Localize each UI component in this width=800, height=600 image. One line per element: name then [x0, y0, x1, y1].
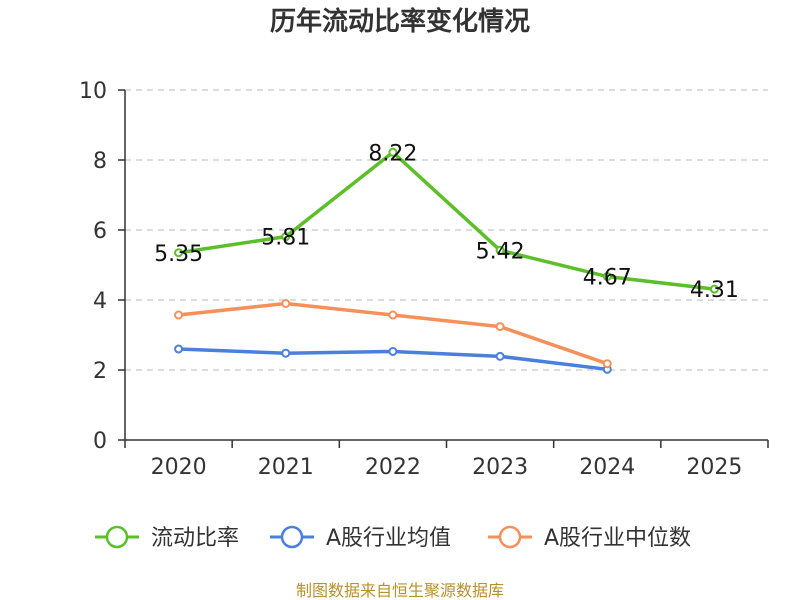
legend-label: A股行业均值 — [326, 526, 451, 551]
series-point — [174, 310, 184, 320]
legend-marker — [280, 525, 304, 549]
y-tick-label: 0 — [93, 429, 107, 454]
series-point — [281, 348, 291, 358]
axes: 0 2 4 6 8 10 2020 2021 2022 2023 2024 2025 — [79, 79, 769, 480]
y-tick-label: 8 — [93, 149, 107, 174]
series-point — [602, 272, 612, 282]
data-label: 8.22 — [368, 141, 417, 166]
series-point — [174, 248, 184, 258]
legend-marker — [498, 525, 522, 549]
series-point — [388, 310, 398, 320]
legend-item[interactable]: A股行业中位数 — [488, 525, 691, 551]
grid — [125, 89, 768, 371]
x-tick-label: 2024 — [579, 455, 635, 480]
series-point — [388, 346, 398, 356]
legend-label: A股行业中位数 — [544, 526, 691, 551]
legend[interactable]: 流动比率 A股行业均值 A股行业中位数 — [95, 525, 691, 551]
legend-marker — [105, 525, 129, 549]
series-point — [174, 344, 184, 354]
data-label: 5.35 — [154, 242, 203, 267]
data-label: 4.67 — [583, 266, 632, 291]
series-line — [176, 150, 717, 291]
x-tick-label: 2025 — [686, 455, 742, 480]
data-label: 5.42 — [476, 239, 525, 264]
data-label: 5.81 — [261, 226, 310, 251]
series-point — [495, 322, 505, 332]
legend-item[interactable]: 流动比率 — [95, 525, 239, 551]
y-tick-label: 4 — [93, 289, 107, 314]
series — [174, 147, 719, 374]
source-note: 制图数据来自恒生聚源数据库 — [296, 581, 504, 600]
x-tick-label: 2020 — [151, 455, 207, 480]
chart-title: 历年流动比率变化情况 — [270, 6, 530, 37]
series-point — [281, 299, 291, 308]
x-tick-label: 2022 — [365, 455, 421, 480]
series-point — [281, 232, 291, 242]
data-labels: 5.35 5.81 8.22 5.42 4.67 4.31 — [154, 141, 739, 303]
data-label: 4.31 — [690, 278, 739, 303]
legend-label: 流动比率 — [151, 526, 239, 551]
y-tick-label: 6 — [93, 219, 107, 244]
series-point — [495, 245, 505, 255]
series-point — [388, 147, 398, 157]
y-tick-label: 10 — [79, 79, 107, 104]
y-tick-label: 2 — [93, 359, 107, 384]
series-point — [602, 359, 612, 369]
series-point — [709, 284, 719, 294]
legend-item[interactable]: A股行业均值 — [270, 525, 451, 551]
x-tick-label: 2021 — [258, 455, 314, 480]
x-tick-label: 2023 — [472, 455, 528, 480]
series-point — [495, 351, 505, 361]
